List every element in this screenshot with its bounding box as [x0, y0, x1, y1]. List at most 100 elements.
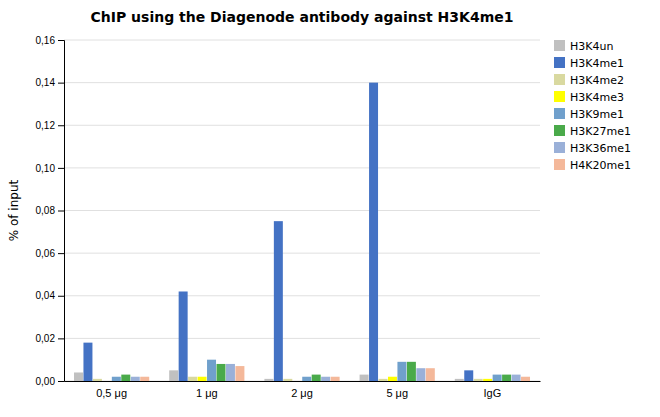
y-tick: 0,10	[36, 163, 64, 174]
grid	[64, 40, 540, 381]
bar	[464, 370, 473, 381]
legend-swatch	[554, 91, 565, 102]
bar	[512, 375, 521, 381]
bar	[140, 377, 149, 381]
y-tick-mark	[58, 253, 64, 254]
y-tick-label: 0,08	[36, 205, 56, 216]
bar	[274, 221, 283, 381]
y-tick-label: 0,14	[36, 77, 56, 88]
legend-swatch	[554, 108, 565, 119]
x-tick: 1 μg	[196, 387, 218, 399]
bar	[474, 379, 483, 381]
legend-swatch	[554, 142, 565, 153]
bar	[426, 368, 435, 381]
y-tick-mark	[58, 381, 64, 382]
legend-item: H3K27me1	[554, 125, 631, 138]
legend-label: H3K4un	[570, 40, 613, 53]
y-axis: 0,00 0,02 0,04 0,06 0,08 0,10 0,12 0,14 0,16	[36, 35, 65, 387]
chart: ChIP using the Diagenode antibody agains…	[0, 0, 660, 417]
series	[131, 364, 521, 381]
legend-label: H4K20me1	[570, 159, 631, 172]
plot: 0,00 0,02 0,04 0,06 0,08 0,10 0,12 0,14 0,16 0,5 …	[36, 35, 541, 399]
bar	[416, 368, 425, 381]
legend-swatch	[554, 40, 565, 51]
series	[112, 360, 502, 381]
bar	[379, 379, 388, 381]
y-tick-mark	[58, 338, 64, 339]
bar	[235, 366, 244, 381]
series	[83, 83, 473, 381]
series	[121, 362, 511, 381]
title: ChIP using the Diagenode antibody agains…	[91, 9, 514, 25]
bar	[93, 379, 102, 381]
y-tick-mark	[58, 40, 64, 41]
legend-label: H3K36me1	[570, 142, 631, 155]
y-tick-mark	[58, 211, 64, 212]
y-axis-title: % of input	[7, 179, 21, 241]
x-tick: IgG	[484, 387, 502, 399]
y-tick-label: 0,00	[36, 376, 56, 387]
grid-line	[64, 125, 540, 126]
x-axis: 0,5 μg 1 μg 2 μg 5 μg IgG	[65, 382, 541, 399]
bar	[321, 377, 330, 381]
x-tick-label: 2 μg	[291, 387, 313, 399]
legend-label: H3K4me1	[570, 57, 624, 70]
legend-item: H3K4un	[554, 40, 613, 53]
bar	[521, 377, 530, 381]
bar	[502, 375, 511, 381]
x-tick-label: 0,5 μg	[96, 387, 127, 399]
legend-label: H3K4me2	[570, 74, 624, 87]
series	[140, 366, 530, 381]
y-tick-label: 0,16	[36, 35, 56, 46]
grid-line	[64, 40, 540, 41]
grid-line	[64, 295, 540, 296]
bar	[179, 291, 188, 381]
legend-item: H3K4me1	[554, 57, 624, 70]
bar	[264, 379, 273, 381]
y-tick: 0,12	[36, 120, 64, 131]
grid-line	[64, 167, 540, 168]
y-tick: 0,00	[36, 376, 64, 387]
bar	[74, 372, 83, 381]
bar	[493, 375, 502, 381]
bar	[407, 362, 416, 381]
legend-item: H3K9me1	[554, 108, 624, 121]
bar	[216, 364, 225, 381]
grid-line	[64, 210, 540, 211]
legend-swatch	[554, 74, 565, 85]
y-tick: 0,16	[36, 35, 64, 46]
bar	[226, 364, 235, 381]
x-axis-line	[65, 381, 541, 382]
bars	[74, 83, 530, 381]
legend-item: H3K4me2	[554, 74, 624, 87]
y-tick-label: 0,06	[36, 248, 56, 259]
x-tick: 2 μg	[291, 387, 313, 399]
grid-line	[64, 338, 540, 339]
y-tick-label: 0,04	[36, 290, 56, 301]
bar	[397, 362, 406, 381]
bar	[169, 370, 178, 381]
x-tick: 5 μg	[386, 387, 408, 399]
legend-label: H3K4me3	[570, 91, 624, 104]
legend-item: H4K20me1	[554, 159, 631, 172]
y-tick-mark	[58, 83, 64, 84]
x-tick-label: 5 μg	[386, 387, 408, 399]
bar	[312, 375, 321, 381]
legend-label: H3K9me1	[570, 108, 624, 121]
bar	[102, 381, 111, 382]
legend-swatch	[554, 125, 565, 136]
bar	[388, 377, 397, 381]
y-tick-label: 0,12	[36, 120, 56, 131]
x-tick-label: 1 μg	[196, 387, 218, 399]
y-tick: 0,04	[36, 290, 64, 301]
bar	[131, 377, 140, 381]
y-tick-label: 0,10	[36, 163, 56, 174]
legend-label: H3K27me1	[570, 125, 631, 138]
bar	[207, 360, 216, 381]
bar	[331, 377, 340, 381]
y-axis-line	[58, 41, 65, 382]
bar	[360, 375, 369, 381]
bar	[188, 377, 197, 381]
y-tick: 0,02	[36, 333, 64, 344]
legend-swatch	[554, 159, 565, 170]
